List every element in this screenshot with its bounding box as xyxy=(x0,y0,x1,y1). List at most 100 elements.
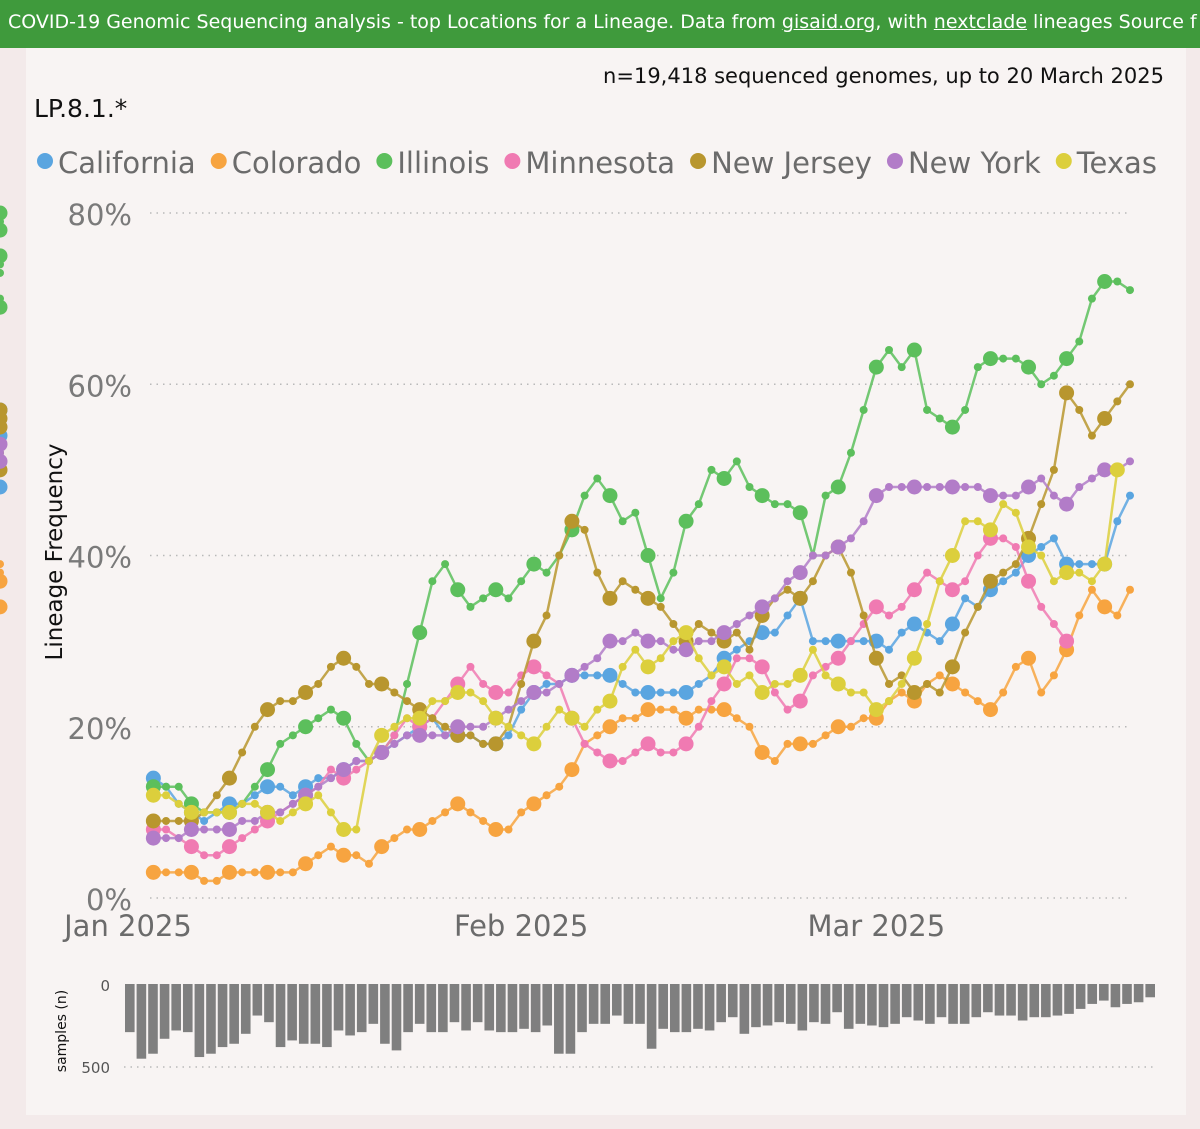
data-point xyxy=(1075,560,1084,569)
data-point xyxy=(631,714,640,723)
data-point xyxy=(859,637,868,646)
data-point xyxy=(0,222,8,238)
data-point xyxy=(716,676,732,692)
data-point xyxy=(707,465,716,474)
data-point xyxy=(0,599,8,615)
data-point xyxy=(973,517,982,526)
data-point xyxy=(935,637,944,646)
data-point xyxy=(288,697,297,706)
data-point xyxy=(542,611,551,620)
data-point xyxy=(162,816,171,825)
data-point xyxy=(830,676,846,692)
series-new-york xyxy=(0,436,1134,846)
data-point xyxy=(678,710,694,726)
data-point xyxy=(374,676,390,692)
y-tick-label: 60% xyxy=(68,369,132,403)
y-tick-label: 20% xyxy=(68,712,132,746)
data-point xyxy=(174,816,183,825)
data-point xyxy=(669,705,678,714)
data-point xyxy=(906,479,922,495)
data-point xyxy=(479,679,488,688)
data-point xyxy=(479,697,488,706)
data-point xyxy=(326,774,335,783)
data-point xyxy=(1097,274,1113,289)
data-point xyxy=(183,839,199,855)
data-point xyxy=(602,633,618,649)
data-point xyxy=(1011,568,1020,577)
legend-label-illinois: Illinois xyxy=(397,146,489,180)
data-point xyxy=(897,679,906,688)
data-point xyxy=(504,825,513,834)
data-point xyxy=(1126,380,1134,389)
legend-label-california: California xyxy=(58,146,196,180)
data-point xyxy=(488,736,504,752)
data-point xyxy=(428,577,437,586)
data-point xyxy=(821,731,830,740)
data-point xyxy=(221,839,237,855)
data-point xyxy=(250,868,259,877)
data-point xyxy=(745,645,754,654)
data-point xyxy=(200,816,209,825)
nextclade-link[interactable]: nextclade xyxy=(933,11,1028,33)
data-point xyxy=(504,731,513,740)
header-title-post: lineages Source f xyxy=(1027,11,1197,33)
data-point xyxy=(707,628,716,637)
data-point xyxy=(488,710,504,726)
data-point xyxy=(640,548,656,563)
series-line xyxy=(153,460,1131,840)
data-point xyxy=(479,722,488,731)
data-point xyxy=(517,808,526,817)
data-point xyxy=(479,816,488,825)
data-point xyxy=(0,436,8,452)
data-point xyxy=(973,697,982,706)
data-point xyxy=(640,590,656,606)
data-point xyxy=(923,405,932,414)
data-point xyxy=(678,513,694,529)
data-point xyxy=(868,650,884,666)
data-point xyxy=(564,710,580,726)
data-point xyxy=(276,782,285,791)
data-point xyxy=(504,688,513,697)
data-point xyxy=(631,645,640,654)
data-point xyxy=(999,688,1008,697)
data-point xyxy=(580,671,589,680)
data-point xyxy=(745,611,754,620)
data-point xyxy=(1113,517,1122,526)
data-point xyxy=(732,457,741,466)
data-point xyxy=(754,744,770,760)
data-point xyxy=(999,577,1008,586)
data-point xyxy=(466,808,475,817)
data-point xyxy=(260,779,276,795)
gisaid-link[interactable]: gisaid.org xyxy=(781,11,876,33)
data-point xyxy=(906,582,922,598)
lineage-frequency-chart: California Colorado Illinois Minnesota New J… xyxy=(0,146,1157,943)
data-point xyxy=(162,834,171,843)
data-point xyxy=(1021,359,1037,375)
data-point xyxy=(982,351,998,367)
data-point xyxy=(542,791,551,800)
data-point xyxy=(1097,556,1113,572)
data-point xyxy=(580,491,589,500)
data-point xyxy=(298,685,314,700)
x-tick-label: Jan 2025 xyxy=(62,909,192,943)
data-point xyxy=(618,679,627,688)
data-point xyxy=(868,488,884,504)
data-point xyxy=(640,702,656,718)
data-point xyxy=(944,582,960,598)
data-point xyxy=(830,719,846,735)
data-point xyxy=(580,739,589,748)
data-point xyxy=(162,791,171,800)
data-point xyxy=(808,645,817,654)
data-point xyxy=(640,736,656,752)
data-point xyxy=(1049,491,1058,500)
data-point xyxy=(897,602,906,611)
data-point xyxy=(441,560,450,569)
data-point xyxy=(441,808,450,817)
data-point xyxy=(694,637,703,646)
data-point xyxy=(276,697,285,706)
data-point xyxy=(298,719,314,735)
data-point xyxy=(961,483,970,491)
data-point xyxy=(326,705,335,714)
data-point xyxy=(1011,662,1020,671)
data-point xyxy=(145,864,161,880)
